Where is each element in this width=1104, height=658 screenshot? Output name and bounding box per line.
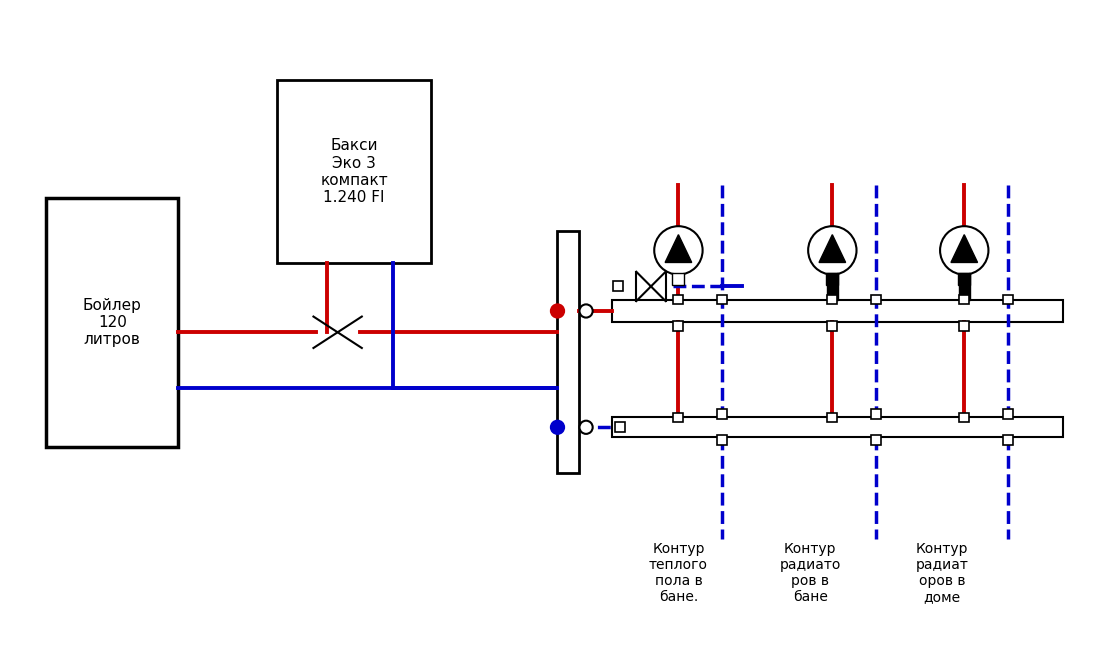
Circle shape <box>808 226 857 274</box>
Bar <box>958 273 970 286</box>
Bar <box>959 295 969 305</box>
Bar <box>827 321 837 331</box>
Bar <box>826 273 838 286</box>
Bar <box>959 321 969 331</box>
Circle shape <box>551 420 564 434</box>
Text: Бакси
Эко 3
компакт
1.240 FI: Бакси Эко 3 компакт 1.240 FI <box>320 138 388 205</box>
Bar <box>827 413 837 422</box>
Circle shape <box>580 305 593 318</box>
Circle shape <box>941 226 988 274</box>
Bar <box>958 272 969 300</box>
Bar <box>718 409 728 419</box>
Text: Бойлер
120
литров: Бойлер 120 литров <box>83 297 141 347</box>
Bar <box>1004 295 1013 305</box>
Bar <box>827 272 838 300</box>
Polygon shape <box>665 235 692 263</box>
Bar <box>1004 409 1013 419</box>
Bar <box>1004 436 1013 445</box>
Bar <box>827 295 837 305</box>
Bar <box>871 409 881 419</box>
Bar <box>613 417 1063 437</box>
Bar <box>558 231 580 473</box>
Bar <box>615 422 625 432</box>
Polygon shape <box>951 235 977 263</box>
Circle shape <box>551 305 564 318</box>
Bar <box>277 80 431 263</box>
Text: Контур
теплого
пола в
бане.: Контур теплого пола в бане. <box>649 542 708 604</box>
Bar <box>718 295 728 305</box>
Text: Контур
радиато
ров в
бане: Контур радиато ров в бане <box>779 542 841 604</box>
Bar <box>673 413 683 422</box>
Text: Контур
радиат
оров в
доме: Контур радиат оров в доме <box>916 542 968 604</box>
Bar <box>871 295 881 305</box>
Circle shape <box>580 420 593 434</box>
Bar <box>673 321 683 331</box>
Bar <box>46 198 178 447</box>
Polygon shape <box>819 235 846 263</box>
Bar <box>871 436 881 445</box>
Circle shape <box>655 226 702 274</box>
Bar <box>672 273 684 286</box>
Bar <box>718 436 728 445</box>
Bar <box>613 282 623 291</box>
Bar <box>673 295 683 305</box>
Bar <box>959 413 969 422</box>
Bar <box>613 299 1063 322</box>
